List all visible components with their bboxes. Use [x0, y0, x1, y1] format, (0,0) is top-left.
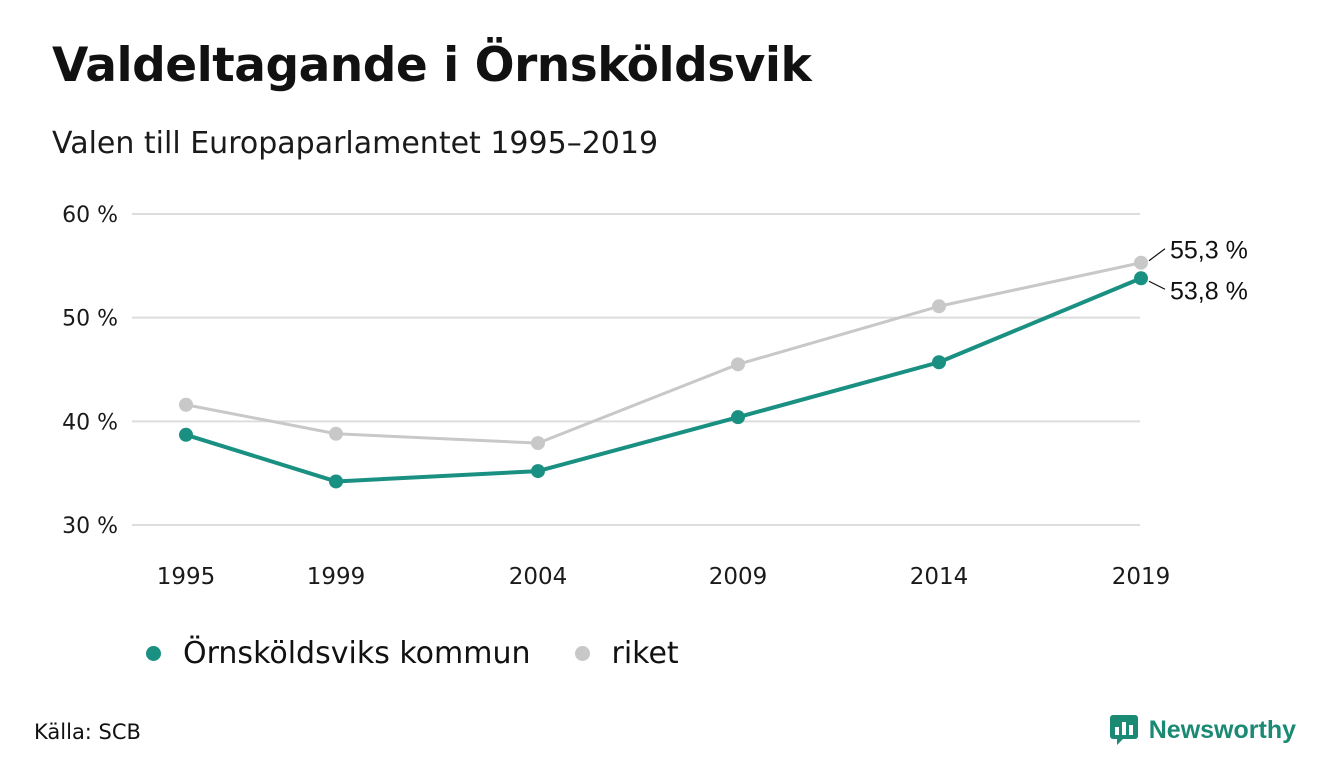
y-tick-label: 30 %	[62, 514, 118, 539]
data-label-leader	[1148, 280, 1166, 290]
legend-item-kommun: Örnsköldsviks kommun	[146, 636, 531, 671]
x-tick-label: 2014	[910, 564, 969, 590]
data-point-riket	[1134, 255, 1148, 270]
y-tick-label: 50 %	[62, 307, 118, 332]
y-tick-label: 60 %	[62, 203, 118, 228]
brand-name: Newsworthy	[1148, 715, 1296, 744]
data-point-riket	[329, 426, 343, 441]
legend-dot-riket	[574, 646, 590, 661]
x-tick-label: 1999	[307, 564, 366, 590]
data-point-kommun	[531, 464, 545, 479]
data-point-riket	[932, 299, 946, 314]
legend-label-kommun: Örnsköldsviks kommun	[183, 636, 531, 671]
data-point-kommun	[329, 474, 343, 489]
x-tick-label: 1995	[157, 564, 216, 590]
chart-title: Valdeltagande i Örnsköldsvik	[52, 38, 812, 93]
data-point-riket	[179, 397, 193, 412]
data-point-kommun	[932, 355, 946, 370]
data-label-leader	[1148, 248, 1166, 262]
newsworthy-logo-icon	[1109, 715, 1138, 745]
x-tick-label: 2019	[1112, 564, 1171, 590]
x-tick-label: 2009	[709, 564, 768, 590]
chart-subtitle: Valen till Europaparlamentet 1995–2019	[52, 126, 659, 161]
chart-legend: Örnsköldsviks kommun riket	[146, 636, 723, 671]
legend-dot-kommun	[146, 646, 161, 661]
data-label-kommun: 53,8 %	[1170, 277, 1248, 305]
data-point-kommun	[731, 410, 745, 425]
data-point-riket	[531, 436, 545, 451]
legend-item-riket: riket	[574, 636, 679, 671]
y-tick-label: 40 %	[62, 410, 118, 435]
brand-logo[interactable]: Newsworthy	[1109, 714, 1296, 746]
data-point-kommun	[179, 427, 193, 442]
source-note: Källa: SCB	[34, 720, 141, 744]
x-tick-label: 2004	[509, 564, 568, 590]
series-line-kommun	[184, 276, 1143, 484]
data-point-kommun	[1134, 271, 1148, 286]
data-point-riket	[731, 357, 745, 372]
data-label-riket: 55,3 %	[1170, 237, 1248, 265]
legend-label-riket: riket	[611, 636, 679, 671]
series-line-riket	[184, 261, 1143, 445]
